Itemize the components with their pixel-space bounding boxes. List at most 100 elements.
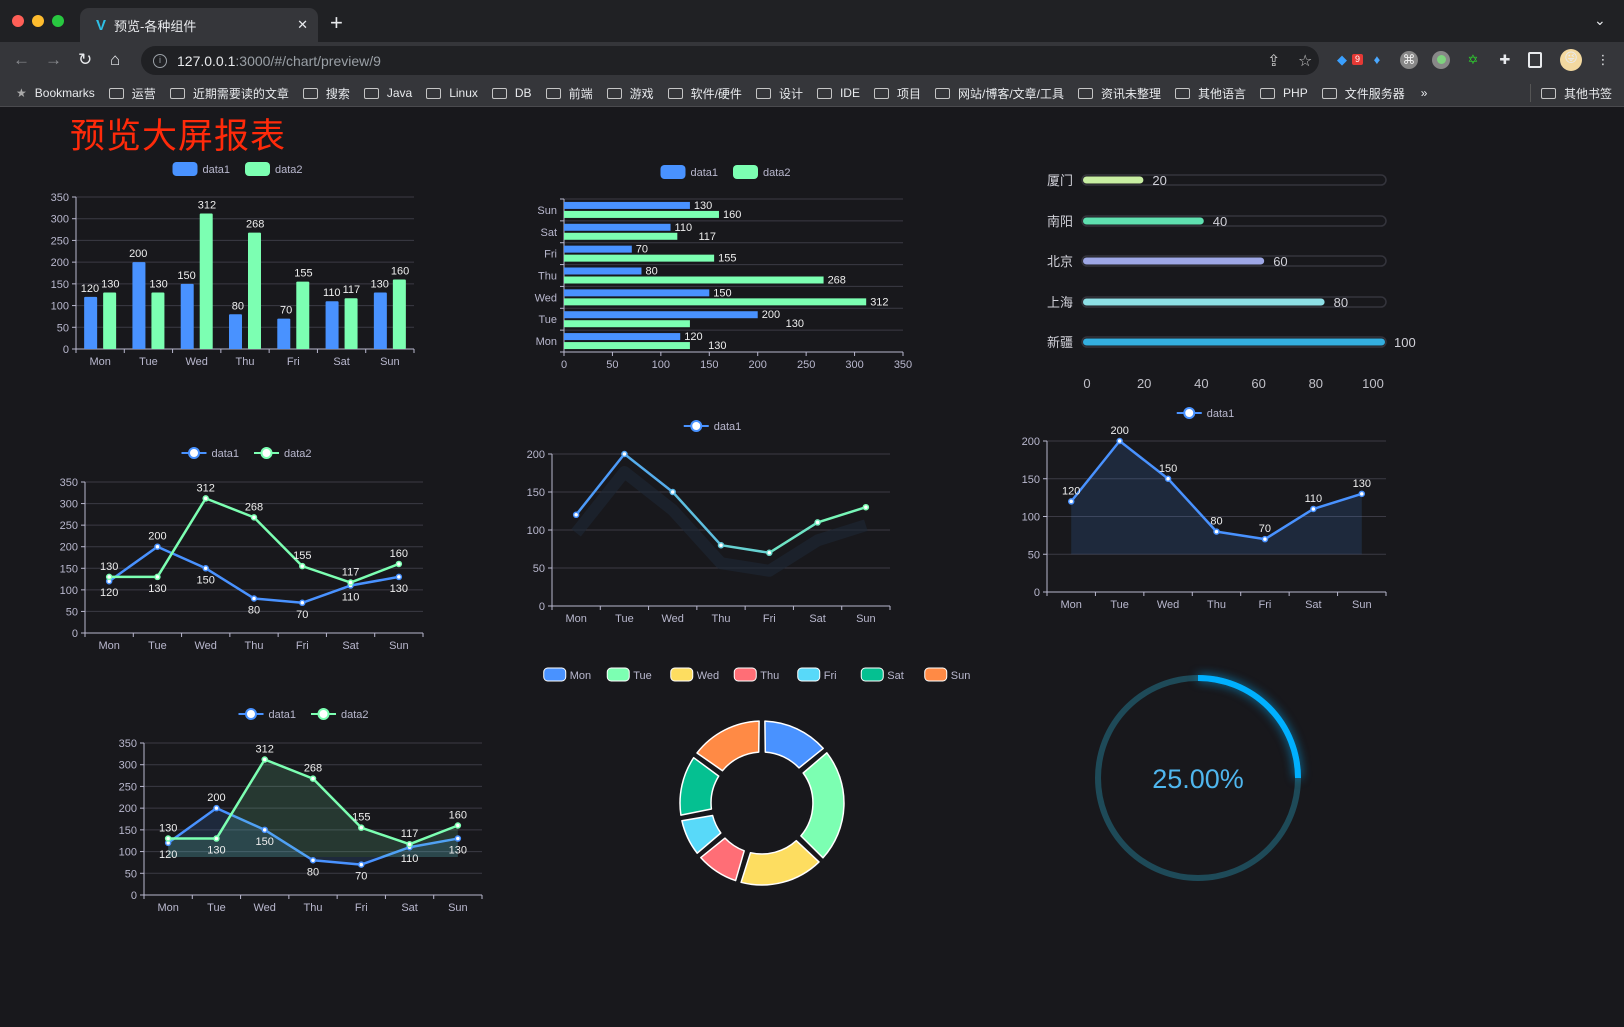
- maximize-window-button[interactable]: [52, 15, 64, 27]
- bookmarks-button[interactable]: ★ Bookmarks: [16, 86, 95, 100]
- close-tab-icon[interactable]: ✕: [297, 17, 308, 32]
- bookmark-item[interactable]: IDE: [816, 85, 860, 102]
- legend-label: data2: [341, 709, 369, 721]
- bookmarks-overflow-button[interactable]: »: [1420, 86, 1428, 100]
- folder-icon: [491, 87, 507, 99]
- legend-item[interactable]: Thu: [733, 667, 779, 682]
- data-point: [669, 488, 676, 496]
- legend-item[interactable]: Mon: [543, 667, 591, 682]
- bookmark-item[interactable]: DB: [491, 85, 532, 102]
- circle-extension-icon[interactable]: [1432, 51, 1450, 69]
- bookmark-item[interactable]: 前端: [545, 85, 593, 102]
- legend-item[interactable]: data2: [311, 708, 369, 721]
- data-point: [572, 511, 580, 519]
- bookmark-item[interactable]: 搜索: [302, 85, 350, 102]
- bookmark-item[interactable]: 近期需要读的文章: [169, 85, 289, 102]
- data-label: 70: [296, 609, 308, 621]
- legend-item[interactable]: Sat: [860, 667, 904, 682]
- bookmark-label: 游戏: [629, 86, 654, 101]
- data-label: 200: [1110, 425, 1128, 437]
- y-tick-label: 50: [533, 563, 545, 575]
- minimize-window-button[interactable]: [32, 15, 44, 27]
- bookmark-other[interactable]: 其他书签: [1540, 85, 1612, 102]
- avatar[interactable]: 😜: [1560, 49, 1582, 71]
- bookmark-item[interactable]: 资讯未整理: [1078, 85, 1161, 102]
- bookmark-item[interactable]: PHP: [1260, 85, 1308, 102]
- legend-item[interactable]: data2: [733, 165, 791, 179]
- bookmark-item[interactable]: 软件/硬件: [667, 85, 742, 102]
- bar-value-label: 70: [636, 244, 648, 256]
- bookmark-item[interactable]: Linux: [426, 85, 478, 102]
- data-label: 150: [197, 574, 215, 586]
- legend-item[interactable]: data1: [660, 165, 719, 179]
- extension-icon[interactable]: ◆: [1337, 52, 1347, 67]
- legend-item[interactable]: data1: [172, 162, 231, 176]
- menu-kebab-icon[interactable]: ⋮: [1596, 52, 1610, 67]
- star-extension-icon[interactable]: ✡: [1467, 52, 1479, 67]
- data-label: 130: [390, 583, 408, 595]
- bookmark-item[interactable]: 文件服务器: [1321, 85, 1405, 102]
- bookmark-item[interactable]: Java: [363, 85, 412, 102]
- legend-item[interactable]: Wed: [670, 667, 719, 682]
- bar-value-label: 130: [694, 200, 712, 212]
- forward-icon[interactable]: →: [45, 50, 62, 69]
- bookmark-star-icon[interactable]: ☆: [1298, 53, 1313, 70]
- bookmark-item[interactable]: 项目: [873, 85, 921, 102]
- bar-value-label: 155: [718, 253, 736, 265]
- x-tick-label: Sat: [809, 613, 826, 625]
- legend-item[interactable]: Tue: [606, 667, 652, 682]
- data-label: 130: [207, 845, 225, 857]
- y-tick-label: 100: [527, 525, 545, 537]
- legend-label: data1: [212, 448, 240, 460]
- bar-value-label: 70: [280, 305, 292, 317]
- back-icon[interactable]: ←: [13, 50, 30, 69]
- bookmark-item[interactable]: 设计: [755, 85, 803, 102]
- data-point: [261, 756, 268, 763]
- line-segment: [768, 521, 819, 554]
- address-bar[interactable]: i 127.0.0.1:3000/#/chart/preview/9 ⇪ ☆: [141, 46, 1319, 75]
- y-tick-label: 200: [60, 542, 78, 554]
- side-panel-icon[interactable]: [1528, 52, 1542, 68]
- progress-fill: [1083, 338, 1385, 346]
- bookmark-item[interactable]: 网站/博客/文章/工具: [934, 85, 1064, 102]
- legend-label: Mon: [570, 670, 591, 682]
- bookmark-item[interactable]: 游戏: [606, 85, 654, 102]
- y-tick-label: 150: [119, 825, 137, 837]
- diamond-extension-icon[interactable]: ♦: [1373, 52, 1381, 67]
- reload-icon[interactable]: ↻: [78, 50, 93, 69]
- legend-item[interactable]: data1: [181, 447, 240, 460]
- bar-value-label: 160: [391, 266, 409, 278]
- legend-item[interactable]: data1: [683, 420, 742, 433]
- bookmark-item[interactable]: 运营: [108, 85, 156, 102]
- tab-search-chevron-icon[interactable]: ⌄: [1594, 12, 1606, 28]
- x-tick-label: Tue: [207, 902, 226, 914]
- browser-tab[interactable]: V 预览-各种组件 ✕: [80, 8, 318, 42]
- legend-item[interactable]: Sun: [924, 667, 971, 682]
- x-tick-label: Sun: [389, 640, 409, 652]
- bar: [296, 281, 310, 349]
- legend-item[interactable]: Fri: [797, 667, 837, 682]
- legend-item[interactable]: data1: [238, 708, 297, 721]
- x-tick-label: Sat: [401, 902, 418, 914]
- ring-progress: [1197, 675, 1301, 779]
- legend-item[interactable]: data2: [245, 162, 303, 176]
- bar: [229, 314, 242, 349]
- legend-item[interactable]: data2: [254, 447, 312, 460]
- bookmark-item[interactable]: 其他语言: [1175, 85, 1246, 102]
- home-icon[interactable]: ⌂: [110, 50, 121, 69]
- data-point: [250, 595, 258, 602]
- y-tick-label: Sat: [540, 227, 557, 239]
- share-icon[interactable]: ⇪: [1267, 53, 1281, 70]
- legend-swatch-icon: [172, 162, 198, 176]
- command-extension-icon[interactable]: ⌘: [1400, 51, 1418, 69]
- y-tick-label: 100: [51, 301, 69, 313]
- new-tab-button[interactable]: +: [330, 10, 343, 35]
- bar: [564, 267, 642, 275]
- x-tick-label: Thu: [236, 356, 255, 368]
- bar-value-label: 268: [246, 219, 264, 231]
- legend-item[interactable]: data1: [1176, 407, 1235, 420]
- close-window-button[interactable]: [12, 15, 24, 27]
- puzzle-extensions-icon[interactable]: ✚: [1499, 52, 1511, 67]
- progress-fill: [1083, 217, 1204, 225]
- site-info-icon[interactable]: i: [153, 53, 167, 68]
